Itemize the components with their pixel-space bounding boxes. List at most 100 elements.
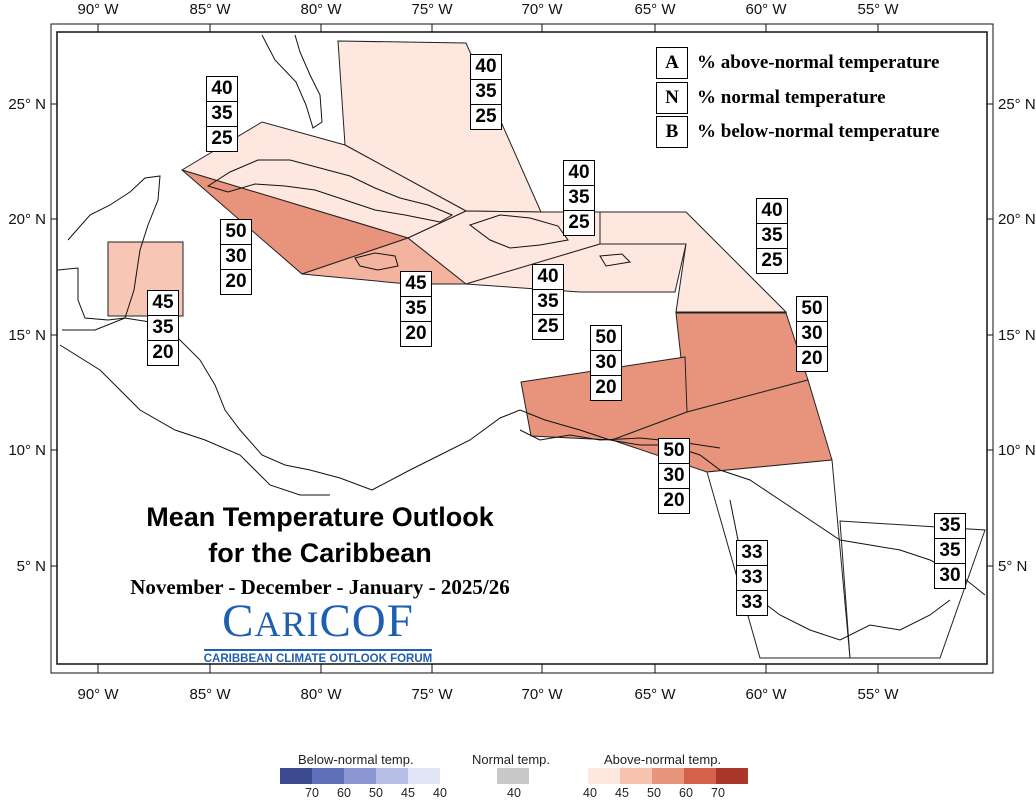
legend-tick: 70: [305, 786, 319, 800]
longitude-label: 65° W: [634, 1, 676, 18]
map-title: Mean Temperature Outlook: [146, 502, 494, 532]
caricof-logo: CARICOF CARIBBEAN CLIMATE OUTLOOK FORUM: [200, 595, 436, 666]
latitude-label: 10° N: [998, 442, 1036, 459]
above-normal-value: 33: [737, 541, 767, 566]
key-row-above: A % above-normal temperature: [656, 47, 939, 79]
longitude-label: 60° W: [745, 1, 787, 18]
legend-swatch: [344, 768, 376, 784]
above-normal-value: 35: [935, 514, 965, 539]
hispaniola-coast: [468, 214, 569, 249]
longitude-label: 70° W: [521, 1, 563, 18]
longitude-label: 55° W: [857, 1, 899, 18]
logo-rule: [204, 649, 432, 651]
legend-swatch: [280, 768, 312, 784]
probability-box-trinidad-tobago: 50 30 20: [658, 438, 690, 514]
probability-box-belize: 45 35 20: [147, 290, 179, 366]
below-normal-value: 30: [939, 565, 961, 586]
latitude-label: 10° N: [8, 442, 46, 459]
legend-tick: 45: [401, 786, 415, 800]
longitude-label: 90° W: [77, 1, 119, 18]
map-title-line-2: for the Caribbean: [208, 538, 432, 568]
central-america-pacific: [59, 344, 330, 496]
below-normal-value: 25: [568, 212, 590, 233]
above-normal-value: 45: [401, 272, 431, 297]
probability-box-northern-leeward: 40 35 25: [756, 198, 788, 274]
latitude-label: 20° N: [8, 211, 46, 228]
probability-box-eastern-caribbean: 50 30 20: [796, 296, 828, 372]
key-row-normal: N % normal temperature: [656, 82, 886, 114]
below-normal-value: 20: [405, 323, 427, 344]
logo-wordmark: CARICOF: [222, 595, 414, 647]
normal-value: 35: [148, 316, 178, 341]
cuba-coast: [206, 159, 454, 223]
probability-box-puerto-rico: 40 35 25: [532, 264, 564, 340]
forecast-period: November - December - January - 2025/26: [130, 575, 510, 599]
normal-value: 35: [533, 290, 563, 315]
normal-value: 35: [401, 297, 431, 322]
above-normal-value: 40: [207, 77, 237, 102]
latitude-label: 5° N: [17, 558, 46, 575]
probability-box-cuba: 40 35 25: [206, 76, 238, 152]
latitude-label: 25° N: [998, 96, 1036, 113]
latitude-label: 15° N: [998, 327, 1036, 344]
key-row-below: B % below-normal temperature: [656, 116, 939, 148]
legend-swatch: [716, 768, 748, 784]
legend-swatch: [620, 768, 652, 784]
latitude-labels-left: 25° N 20° N 15° N 10° N 5° N: [8, 96, 46, 575]
latitude-label: 25° N: [8, 96, 46, 113]
logo-tagline: CARIBBEAN CLIMATE OUTLOOK FORUM: [203, 653, 433, 665]
probability-box-suriname-guiana: 35 35 30: [934, 513, 966, 589]
key-text: % below-normal temperature: [697, 121, 940, 142]
legend-swatches: [280, 768, 440, 784]
above-normal-value: 45: [148, 291, 178, 316]
normal-value: 30: [221, 245, 251, 270]
below-normal-value: 20: [152, 342, 174, 363]
legend-tick: 50: [369, 786, 383, 800]
latitude-label: 20° N: [998, 211, 1036, 228]
below-normal-value: 33: [741, 592, 763, 613]
longitude-label: 75° W: [411, 686, 453, 703]
longitude-label: 70° W: [521, 686, 563, 703]
above-normal-value: 40: [533, 265, 563, 290]
normal-value: 33: [737, 566, 767, 591]
normal-value: 30: [797, 322, 827, 347]
legend-title: Normal temp.: [472, 752, 551, 767]
below-normal-value: 25: [537, 316, 559, 337]
legend-tick: 40: [507, 786, 521, 800]
longitude-label: 85° W: [189, 1, 231, 18]
probability-box-jamaica: 45 35 20: [400, 271, 432, 347]
below-normal-value: 25: [211, 128, 233, 149]
legend-tick: 50: [647, 786, 661, 800]
longitude-label: 90° W: [77, 686, 119, 703]
below-normal-value: 25: [761, 250, 783, 271]
key-text: % above-normal temperature: [697, 52, 940, 73]
puerto-rico-coast: [599, 253, 632, 267]
normal-value: 35: [207, 102, 237, 127]
longitude-label: 75° W: [411, 1, 453, 18]
longitude-label: 65° W: [634, 686, 676, 703]
probability-box-cayman: 50 30 20: [220, 219, 252, 295]
probability-box-guyana: 33 33 33: [736, 540, 768, 616]
yucatan-coast: [57, 175, 161, 321]
below-normal-value: 20: [595, 377, 617, 398]
longitude-label: 80° W: [300, 686, 342, 703]
central-america-coast: [62, 317, 373, 491]
legend-tick: 40: [433, 786, 447, 800]
legend-swatch: [684, 768, 716, 784]
probability-box-hispaniola: 40 35 25: [563, 160, 595, 236]
legend-swatch: [408, 768, 440, 784]
longitude-labels-bottom: 90° W 85° W 80° W 75° W 70° W 65° W 60° W 55° W: [77, 686, 899, 703]
florida-coast: [261, 34, 323, 129]
legend-title: Below-normal temp.: [298, 752, 414, 767]
probability-box-bahamas: 40 35 25: [470, 54, 502, 130]
region-northern-leeward: [599, 211, 788, 313]
normal-value: 35: [935, 539, 965, 564]
legend-swatch: [497, 768, 529, 784]
legend-swatch: [588, 768, 620, 784]
longitude-labels-top: 90° W 85° W 80° W 75° W 70° W 65° W 60° W 55° W: [77, 1, 899, 18]
below-normal-value: 20: [225, 271, 247, 292]
legend-tick: 70: [711, 786, 725, 800]
below-normal-value: 20: [663, 490, 685, 511]
latitude-labels-right: 25° N 20° N 15° N 10° N 5° N: [998, 96, 1036, 575]
inner-map-frame: [56, 31, 988, 665]
